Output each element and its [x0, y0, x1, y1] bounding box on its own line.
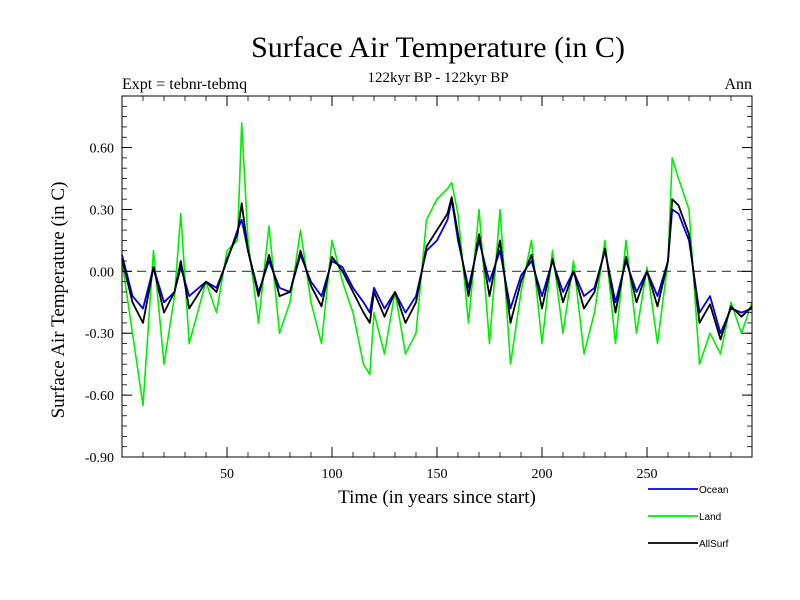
plot-frame	[121, 95, 753, 458]
series-line-allsurf	[121, 196, 753, 341]
axes: -0.90 -0.60 -0.30 0.00 0.30 0.60 50 100 150 200 25…	[85, 95, 753, 482]
y-tick-label: 0.30	[90, 203, 115, 218]
series-line-land	[121, 122, 753, 407]
legend-label-land: Land	[699, 512, 721, 523]
x-tick-label: 200	[532, 467, 553, 482]
y-tick-label: -0.60	[85, 389, 114, 404]
y-tick-label: -0.30	[85, 327, 114, 342]
x-tick-label: 250	[637, 467, 658, 482]
legend-label-allsurf: AllSurf	[699, 539, 729, 550]
y-tick-label: 0.60	[90, 142, 115, 157]
y-tick-label: 0.00	[90, 265, 115, 280]
legend-label-ocean: Ocean	[699, 485, 728, 496]
chart-subtitle: 122kyr BP - 122kyr BP	[367, 70, 508, 86]
season-label: Ann	[724, 76, 752, 93]
x-tick-label: 50	[220, 467, 234, 482]
plot-area	[121, 122, 753, 407]
experiment-label: Expt = tebnr-tebmq	[122, 76, 247, 93]
x-tick-label: 100	[322, 467, 343, 482]
chart-title: Surface Air Temperature (in C)	[251, 31, 625, 64]
x-axis-label: Time (in years since start)	[338, 487, 536, 508]
x-tick-label: 150	[427, 467, 448, 482]
y-axis-label: Surface Air Temperature (in C)	[48, 182, 69, 419]
legend: Ocean Land AllSurf	[648, 485, 729, 550]
y-tick-label: -0.90	[85, 451, 114, 466]
